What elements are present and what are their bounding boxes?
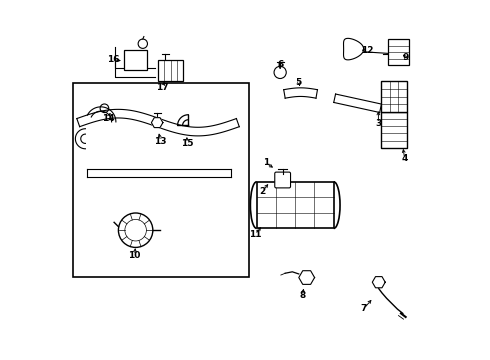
Text: 7: 7 (361, 304, 367, 313)
FancyBboxPatch shape (275, 172, 291, 188)
Text: 12: 12 (361, 46, 373, 55)
Polygon shape (299, 271, 315, 284)
Text: 9: 9 (402, 53, 409, 62)
Bar (381, 81, 408, 112)
Text: 14: 14 (102, 114, 114, 123)
Text: 10: 10 (128, 251, 141, 260)
Text: 17: 17 (156, 83, 169, 92)
Text: 11: 11 (249, 230, 261, 239)
Bar (73, 83, 248, 277)
Text: 16: 16 (107, 55, 119, 64)
Bar (158, 60, 183, 81)
Text: 13: 13 (154, 137, 167, 146)
Text: 1: 1 (263, 158, 269, 167)
Polygon shape (151, 118, 163, 127)
Text: 2: 2 (259, 187, 266, 196)
Polygon shape (343, 39, 364, 60)
Polygon shape (372, 276, 385, 288)
Text: 4: 4 (401, 154, 408, 163)
Bar (257, 182, 334, 228)
Bar (389, 40, 409, 65)
Text: 3: 3 (375, 119, 382, 128)
Bar (124, 50, 147, 69)
Text: 8: 8 (299, 291, 305, 300)
Text: 6: 6 (277, 60, 283, 69)
Text: 15: 15 (181, 139, 193, 148)
Bar (381, 112, 407, 148)
Text: 5: 5 (295, 78, 302, 87)
